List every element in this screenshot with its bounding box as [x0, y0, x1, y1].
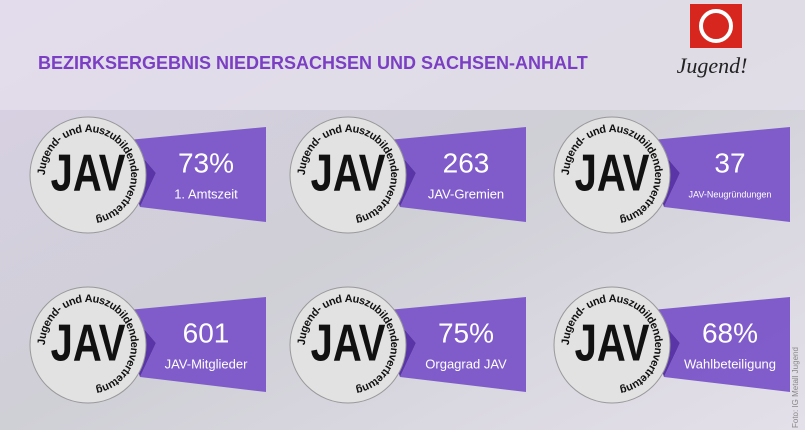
stat-label: Orgagrad JAV — [425, 356, 507, 371]
flag — [652, 127, 790, 222]
badge — [553, 116, 671, 234]
flag — [128, 297, 266, 392]
title: BEZIRKSERGEBNIS NIEDERSACHSEN UND SACHSE… — [38, 53, 588, 73]
badge — [29, 116, 147, 234]
badge — [29, 286, 147, 404]
stat-label: JAV-Mitglieder — [165, 356, 249, 371]
badge-center: JAV — [575, 314, 650, 372]
flag — [652, 297, 790, 392]
badge-center: JAV — [311, 144, 386, 202]
stat-value: 75% — [438, 317, 494, 348]
stat-label: 1. Amtszeit — [174, 186, 238, 201]
stat-label: JAV-Neugründungen — [689, 189, 772, 199]
background-band — [0, 0, 805, 110]
stat-value: 37 — [714, 147, 745, 178]
logo: Jugend! — [677, 4, 748, 78]
badge-center: JAV — [575, 144, 650, 202]
badge-center: JAV — [51, 314, 126, 372]
stat-label: JAV-Gremien — [428, 186, 504, 201]
logo-text: Jugend! — [677, 53, 748, 78]
badge — [553, 286, 671, 404]
badge-center: JAV — [311, 314, 386, 372]
flag — [128, 127, 266, 222]
logo-gear — [699, 9, 733, 43]
badge — [289, 116, 407, 234]
stat-value: 601 — [183, 317, 230, 348]
flag — [388, 127, 526, 222]
flag — [388, 297, 526, 392]
stat-label: Wahlbeteiligung — [684, 356, 776, 371]
stat-value: 73% — [178, 147, 234, 178]
stat-value: 68% — [702, 317, 758, 348]
badge — [289, 286, 407, 404]
photo-credit: Foto: IG Metall Jugend — [791, 347, 800, 428]
badge-center: JAV — [51, 144, 126, 202]
stat-value: 263 — [443, 147, 490, 178]
